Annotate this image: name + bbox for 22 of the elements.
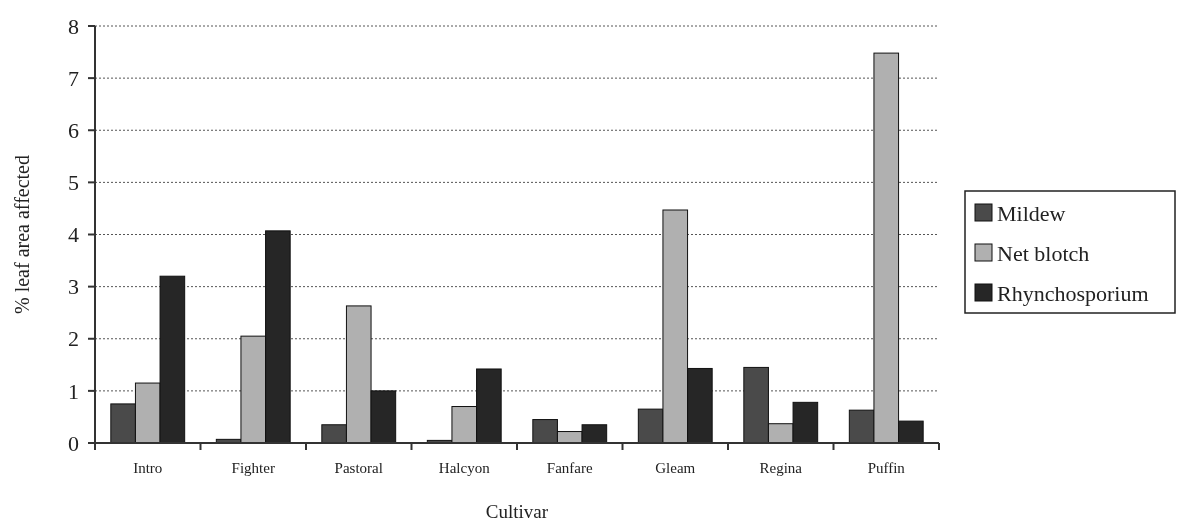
- legend-label: Rhynchosporium: [997, 280, 1149, 306]
- y-tick-label: 5: [68, 170, 79, 196]
- x-tick-label: Fighter: [231, 460, 275, 476]
- legend-label: Net blotch: [997, 240, 1090, 266]
- x-tick-label: Gleam: [655, 460, 696, 476]
- x-tick-label: Puffin: [867, 460, 906, 476]
- legend-label: Mildew: [997, 200, 1066, 226]
- x-tick-label: Regina: [759, 460, 803, 476]
- x-tick-label: Fanfare: [546, 460, 593, 476]
- y-tick-label: 2: [68, 326, 79, 352]
- y-tick-label: 7: [68, 65, 79, 91]
- y-tick-label: 0: [68, 430, 79, 456]
- x-tick-label: Pastoral: [334, 460, 383, 476]
- y-tick-label: 4: [68, 222, 79, 248]
- x-tick-label: Intro: [133, 460, 163, 476]
- y-tick-label: 6: [68, 117, 79, 143]
- y-axis-title: % leaf area affected: [11, 155, 33, 314]
- x-axis-title: Cultivar: [485, 501, 549, 522]
- y-tick-label: 1: [68, 378, 79, 404]
- y-tick-label: 3: [68, 274, 79, 300]
- x-tick-label: Halcyon: [438, 460, 491, 476]
- y-tick-label: 8: [68, 13, 79, 39]
